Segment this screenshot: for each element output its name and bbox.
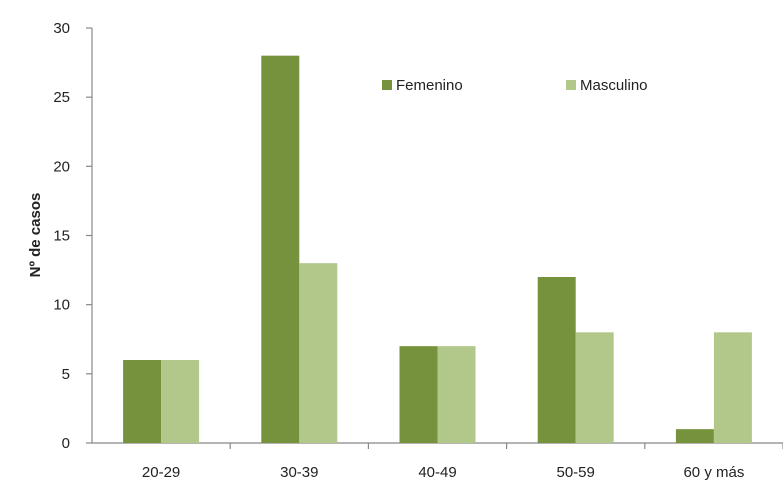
bar-masculino-30-39 xyxy=(299,263,338,443)
y-tick-label: 20 xyxy=(53,158,70,175)
legend-swatch-femenino xyxy=(382,80,392,90)
legend-swatch-masculino xyxy=(566,80,576,90)
bar-femenino-40-49 xyxy=(399,346,438,443)
bar-femenino-50-59 xyxy=(537,277,576,443)
bar-femenino-20-29 xyxy=(123,360,162,443)
legend-label-masculino: Masculino xyxy=(580,77,648,94)
bar-femenino-60-y-más xyxy=(675,429,714,443)
y-axis-title: Nº de casos xyxy=(27,193,44,278)
bar-masculino-20-29 xyxy=(161,360,200,443)
y-tick-label: 5 xyxy=(62,366,70,383)
x-tick-label: 40-49 xyxy=(418,464,456,481)
bar-masculino-50-59 xyxy=(575,332,614,443)
legend-label-femenino: Femenino xyxy=(396,77,463,94)
bars xyxy=(123,55,752,444)
bar-masculino-40-49 xyxy=(437,346,476,443)
y-tick-label: 0 xyxy=(62,435,70,452)
y-tick-label: 10 xyxy=(53,297,70,314)
x-tick-label: 50-59 xyxy=(557,464,595,481)
x-tick-label: 60 y más xyxy=(683,464,744,481)
bar-masculino-60-y-más xyxy=(713,332,752,443)
x-tick-label: 30-39 xyxy=(280,464,318,481)
tick-labels: 0 5 10 15 20 25 30 20-29 30-39 40-49 50-59 60 y más xyxy=(53,20,744,481)
y-tick-label: 15 xyxy=(53,228,70,245)
x-tick-label: 20-29 xyxy=(142,464,180,481)
legend: Femenino Masculino xyxy=(382,77,648,94)
bar-femenino-30-39 xyxy=(261,55,300,444)
y-tick-label: 30 xyxy=(53,20,70,37)
y-tick-label: 25 xyxy=(53,89,70,106)
